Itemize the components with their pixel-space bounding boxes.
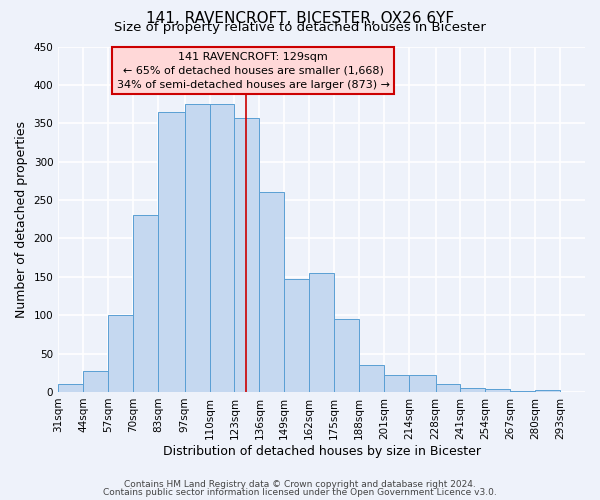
Bar: [58, 384, 83, 392]
Bar: [209, 104, 235, 392]
Bar: [460, 388, 485, 392]
Text: Contains HM Land Registry data © Crown copyright and database right 2024.: Contains HM Land Registry data © Crown c…: [124, 480, 476, 489]
Bar: [158, 112, 185, 392]
Text: 141, RAVENCROFT, BICESTER, OX26 6YF: 141, RAVENCROFT, BICESTER, OX26 6YF: [146, 11, 454, 26]
Bar: [108, 315, 133, 392]
Bar: [436, 384, 460, 392]
Bar: [485, 389, 510, 392]
Bar: [510, 391, 535, 392]
Bar: [409, 375, 436, 392]
Bar: [259, 192, 284, 392]
Bar: [83, 371, 108, 392]
Text: Contains public sector information licensed under the Open Government Licence v3: Contains public sector information licen…: [103, 488, 497, 497]
Bar: [235, 118, 259, 392]
X-axis label: Distribution of detached houses by size in Bicester: Distribution of detached houses by size …: [163, 444, 481, 458]
Bar: [359, 365, 384, 392]
Bar: [185, 104, 209, 392]
Bar: [334, 319, 359, 392]
Bar: [535, 390, 560, 392]
Text: 141 RAVENCROFT: 129sqm
← 65% of detached houses are smaller (1,668)
34% of semi-: 141 RAVENCROFT: 129sqm ← 65% of detached…: [116, 52, 389, 90]
Text: Size of property relative to detached houses in Bicester: Size of property relative to detached ho…: [114, 21, 486, 34]
Bar: [384, 375, 409, 392]
Bar: [133, 216, 158, 392]
Bar: [309, 273, 334, 392]
Bar: [284, 279, 309, 392]
Y-axis label: Number of detached properties: Number of detached properties: [15, 120, 28, 318]
